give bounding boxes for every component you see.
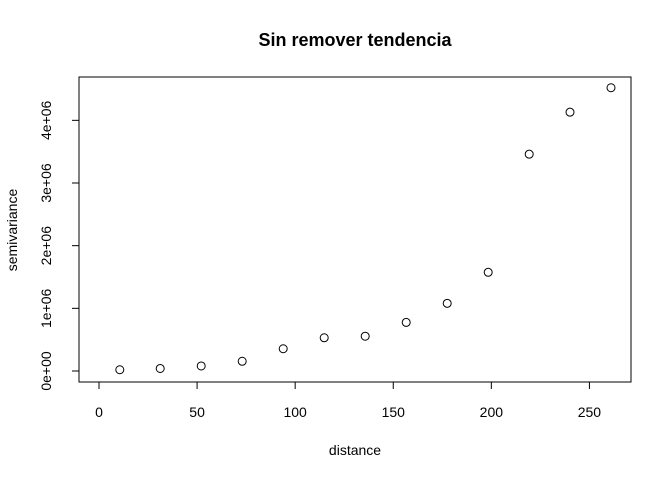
- y-tick-label: 2e+06: [38, 226, 54, 266]
- data-points: [115, 83, 616, 375]
- y-axis-label: semivariance: [4, 189, 20, 272]
- data-point: [606, 83, 616, 93]
- x-tick-label: 250: [578, 404, 602, 420]
- x-tick-label: 0: [95, 404, 103, 420]
- x-tick-label: 150: [382, 404, 406, 420]
- x-axis: 0 50 100 150 200 250: [95, 381, 602, 420]
- data-point: [442, 298, 452, 308]
- y-axis: 0e+00 1e+06 2e+06 3e+06 4e+06: [38, 100, 80, 391]
- data-point: [319, 333, 329, 343]
- x-tick-label: 200: [480, 404, 504, 420]
- x-tick-label: 50: [189, 404, 205, 420]
- y-tick-label: 3e+06: [38, 163, 54, 203]
- data-point: [401, 317, 411, 327]
- data-point: [565, 107, 575, 117]
- data-point: [155, 363, 165, 373]
- chart-title: Sin remover tendencia: [258, 30, 452, 50]
- y-tick-label: 4e+06: [38, 100, 54, 140]
- data-point: [237, 356, 247, 366]
- data-point: [196, 361, 206, 371]
- data-point: [115, 365, 125, 375]
- data-point: [278, 344, 288, 354]
- x-axis-label: distance: [329, 442, 381, 458]
- x-tick-label: 100: [283, 404, 307, 420]
- data-point: [360, 331, 370, 341]
- data-point: [524, 149, 534, 159]
- y-tick-label: 1e+06: [38, 288, 54, 328]
- plot-frame: [78, 76, 632, 383]
- data-point: [483, 267, 493, 277]
- y-tick-label: 0e+00: [38, 351, 54, 391]
